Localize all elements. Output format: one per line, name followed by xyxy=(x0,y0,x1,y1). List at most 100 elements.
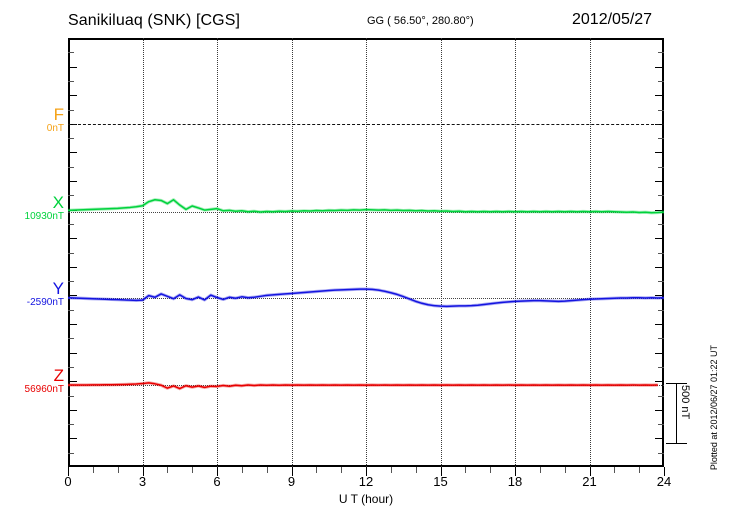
y-tick-right-18 xyxy=(655,295,664,297)
y-tick-left-10 xyxy=(68,181,77,182)
y-tick-left-22 xyxy=(68,352,77,354)
y-tick-right-11 xyxy=(658,195,664,197)
baseline-f xyxy=(68,124,664,125)
plotted-timestamp: Plotted at 2012/06/27 01:22 UT xyxy=(709,345,719,471)
y-tick-left-19 xyxy=(68,309,74,311)
trace-halo-y xyxy=(67,287,665,308)
y-tick-right-3 xyxy=(658,80,664,82)
y-tick-right-24 xyxy=(655,381,664,383)
gridline-hour-21 xyxy=(589,38,591,467)
y-tick-right-26 xyxy=(655,409,664,411)
y-tick-right-17 xyxy=(658,281,664,283)
x-tick-11 xyxy=(341,467,343,473)
x-tick-13 xyxy=(390,467,392,473)
y-tick-left-25 xyxy=(68,395,74,397)
component-letter-y: Y xyxy=(52,279,64,298)
y-tick-left-2 xyxy=(68,66,77,68)
x-tick-21 xyxy=(589,467,591,476)
component-label-f: F 0nT xyxy=(0,106,64,135)
baseline-x xyxy=(68,212,664,213)
gridline-hour-9 xyxy=(291,38,293,467)
baseline-y xyxy=(68,298,664,299)
component-value-f: 0nT xyxy=(46,123,64,134)
y-tick-left-4 xyxy=(68,95,77,97)
y-tick-right-15 xyxy=(658,252,664,254)
y-tick-right-7 xyxy=(658,138,664,140)
component-letter-z: Z xyxy=(53,366,64,385)
y-tick-left-3 xyxy=(68,80,74,82)
x-tick-10 xyxy=(316,467,318,473)
x-tick-label-12: 12 xyxy=(358,474,374,489)
y-tick-right-19 xyxy=(658,309,664,311)
observation-date: 2012/05/27 xyxy=(572,11,653,28)
component-value-y: -2590nT xyxy=(26,297,64,308)
y-tick-right-12 xyxy=(655,209,664,211)
x-tick-5 xyxy=(192,467,194,473)
y-tick-right-22 xyxy=(655,352,664,354)
y-tick-left-11 xyxy=(68,195,74,197)
x-tick-24 xyxy=(664,467,665,476)
gridline-hour-18 xyxy=(515,38,516,467)
y-tick-left-15 xyxy=(68,252,74,254)
gridline-hour-6 xyxy=(217,38,218,467)
y-tick-right-25 xyxy=(658,395,664,397)
x-tick-2 xyxy=(117,467,119,473)
y-tick-left-18 xyxy=(68,295,77,297)
scale-bar xyxy=(676,383,677,443)
trace-x xyxy=(67,199,665,214)
y-tick-left-1 xyxy=(68,52,74,54)
y-tick-left-24 xyxy=(68,381,77,383)
x-tick-16 xyxy=(465,467,467,473)
x-tick-7 xyxy=(241,467,243,473)
y-tick-left-9 xyxy=(68,166,74,168)
x-tick-4 xyxy=(167,467,169,473)
x-tick-14 xyxy=(415,467,417,473)
y-tick-right-5 xyxy=(658,109,664,111)
x-tick-17 xyxy=(490,467,492,473)
y-tick-left-21 xyxy=(68,338,74,340)
y-tick-left-17 xyxy=(68,281,74,283)
x-tick-label-6: 6 xyxy=(213,474,221,489)
y-tick-left-8 xyxy=(68,152,77,154)
y-tick-right-2 xyxy=(655,66,664,68)
y-tick-left-16 xyxy=(68,266,77,268)
x-tick-19 xyxy=(539,467,541,473)
gridline-hour-15 xyxy=(440,38,442,467)
x-tick-label-21: 21 xyxy=(582,474,597,489)
x-tick-22 xyxy=(614,467,616,473)
x-tick-label-0: 0 xyxy=(64,474,72,489)
y-tick-right-29 xyxy=(658,452,664,454)
gridline-hour-12 xyxy=(366,38,367,467)
y-tick-right-21 xyxy=(658,338,664,340)
component-letter-x: X xyxy=(52,193,64,212)
y-tick-right-20 xyxy=(655,324,664,325)
y-tick-right-9 xyxy=(658,166,664,168)
y-tick-left-14 xyxy=(68,238,77,240)
y-tick-left-23 xyxy=(68,366,74,368)
trace-halo-x xyxy=(67,198,665,215)
y-tick-left-29 xyxy=(68,452,74,454)
x-tick-8 xyxy=(266,467,268,473)
x-tick-label-3: 3 xyxy=(138,474,147,489)
y-tick-left-28 xyxy=(68,438,77,440)
geographic-coordinates: GG ( 56.50°, 280.80°) xyxy=(367,15,474,27)
component-label-z: Z 56960nT xyxy=(0,367,64,396)
x-tick-20 xyxy=(564,467,566,473)
y-tick-right-1 xyxy=(658,52,664,54)
scale-bar-label: 500 nT xyxy=(679,385,691,420)
y-tick-right-28 xyxy=(655,438,664,440)
x-axis-title: U T (hour) xyxy=(338,492,394,506)
gridline-hour-3 xyxy=(142,38,144,467)
y-tick-right-10 xyxy=(655,181,664,182)
y-tick-left-27 xyxy=(68,424,74,426)
y-tick-right-8 xyxy=(655,152,664,154)
x-tick-12 xyxy=(366,467,367,476)
y-tick-left-26 xyxy=(68,409,77,411)
y-tick-left-5 xyxy=(68,109,74,111)
x-tick-label-18: 18 xyxy=(507,474,523,489)
component-label-y: Y -2590nT xyxy=(0,280,64,309)
trace-z xyxy=(68,382,658,390)
y-tick-right-23 xyxy=(658,366,664,368)
